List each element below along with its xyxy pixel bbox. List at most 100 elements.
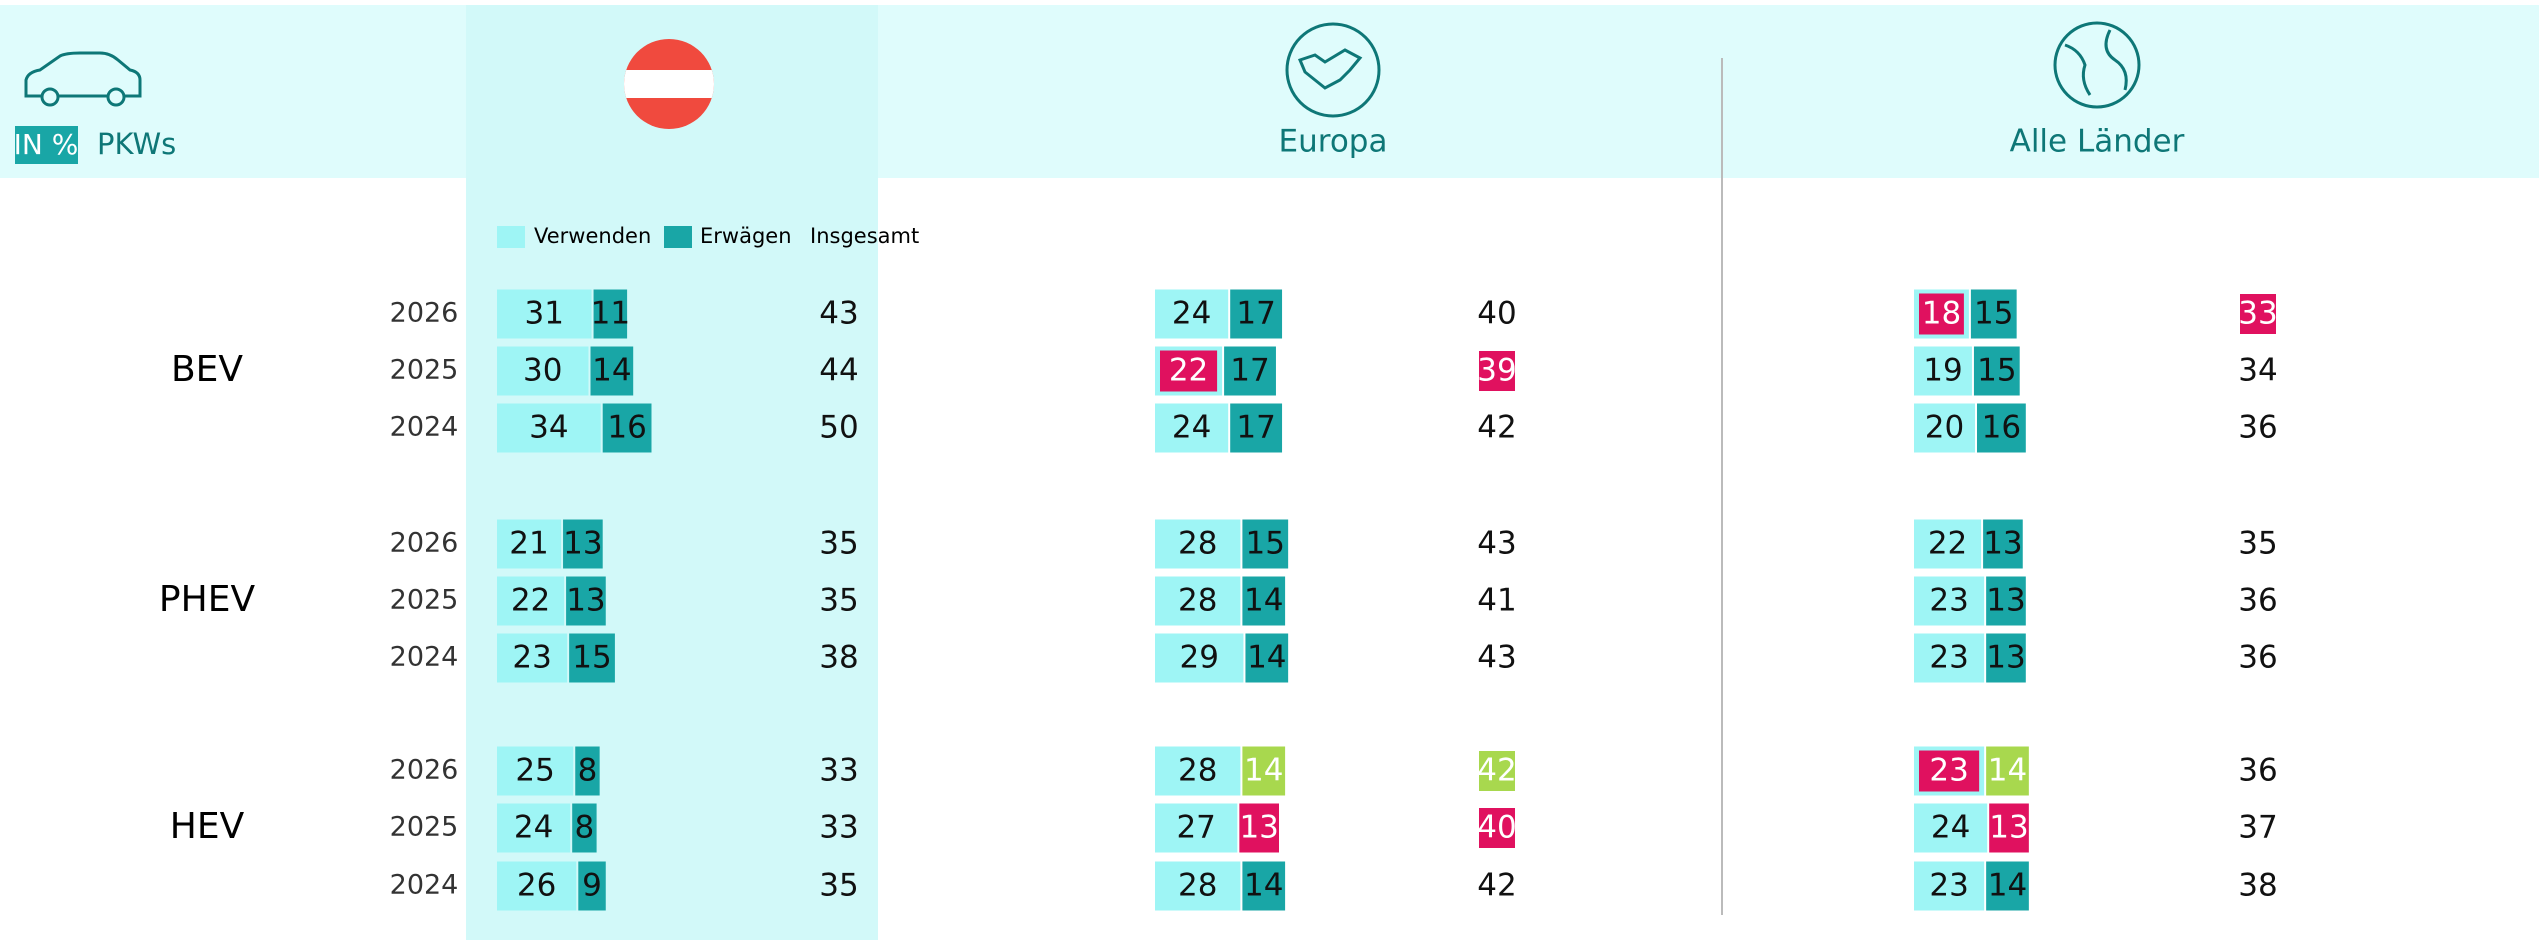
use-bar [497,289,592,339]
consider-value: 13 [1989,810,2028,846]
use-value: 23 [1929,753,1968,789]
consider-value: 15 [572,640,611,676]
use-bar [497,803,571,853]
consider-bar [1983,519,2023,569]
legend-label: Erwägen [700,224,792,248]
use-bar [1914,576,1985,626]
use-value: 28 [1178,583,1217,619]
consider-bar [1970,289,2017,339]
total-value: 36 [2238,640,2277,676]
total-value: 43 [1477,526,1516,562]
use-bar [1914,519,1982,569]
consider-value: 17 [1236,410,1275,446]
use-value: 28 [1178,753,1217,789]
total-highlight [1479,351,1515,391]
consider-bar [578,861,606,911]
year-label: 2025 [390,585,459,616]
consider-value: 15 [1246,526,1285,562]
consider-value: 8 [575,810,595,846]
total-value: 40 [1477,810,1516,846]
consider-bar [563,519,603,569]
consider-value: 11 [591,296,630,332]
use-bar [497,346,589,396]
use-value: 21 [509,526,548,562]
consider-value: 15 [1977,353,2016,389]
year-label: 2026 [390,755,459,786]
use-value: 24 [514,810,553,846]
consider-bar [590,346,634,396]
consider-bar [1986,861,2029,911]
total-value: 35 [819,868,858,904]
use-bar [497,576,565,626]
use-value: 23 [1929,868,1968,904]
austria-column [466,5,878,940]
consider-bar [1986,746,2029,796]
consider-value: 16 [607,410,646,446]
header-band [0,5,2539,178]
group-label: BEV [171,349,243,390]
use-value: 24 [1931,810,1970,846]
use-bar [497,403,601,453]
use-value: 23 [512,640,551,676]
total-value: 34 [2238,353,2277,389]
use-value: 29 [1179,640,1218,676]
unit-label: IN % [14,128,79,161]
consider-value: 14 [1244,868,1283,904]
total-value: 36 [2238,583,2277,619]
consider-bar [1977,403,2026,453]
legend-label: Verwenden [534,224,651,248]
total-value: 33 [2238,296,2277,332]
consider-bar [1242,576,1286,626]
globe-icon [2053,21,2141,109]
total-value: 39 [1477,353,1516,389]
consider-bar [575,746,600,796]
total-value: 33 [819,753,858,789]
use-value: 22 [1169,353,1208,389]
consider-value: 8 [578,753,598,789]
consider-bar [1989,803,2029,853]
use-value: 28 [1178,526,1217,562]
consider-value: 13 [566,583,605,619]
total-value: 36 [2238,753,2277,789]
total-value: 38 [2238,868,2277,904]
use-bar [497,519,562,569]
use-bar [1914,403,1975,453]
consider-value: 17 [1236,296,1275,332]
use-bar [1155,803,1238,853]
year-label: 2025 [390,812,459,843]
use-value: 34 [529,410,568,446]
total-highlight [2240,294,2276,334]
consider-bar [1242,519,1289,569]
consider-value: 14 [1988,753,2027,789]
use-value: 26 [517,868,556,904]
vehicle-label: PKWs [97,127,176,161]
use-bar [1155,289,1229,339]
consider-value: 14 [592,353,631,389]
consider-value: 17 [1230,353,1269,389]
use-value: 24 [1172,410,1211,446]
use-value: 30 [523,353,562,389]
use-bar [1914,633,1985,683]
use-value: 20 [1925,410,1964,446]
europe-icon [1285,22,1381,118]
consider-bar [1986,633,2026,683]
consider-bar [566,576,606,626]
consider-value: 9 [582,868,602,904]
total-value: 50 [819,410,858,446]
consider-bar [1242,746,1286,796]
use-value: 23 [1929,640,1968,676]
use-value: 23 [1929,583,1968,619]
consider-bar [572,803,597,853]
consider-bar [602,403,652,453]
legend-label: Insgesamt [810,224,919,248]
consider-bar [1242,861,1286,911]
consider-bar [1245,633,1289,683]
consider-value: 14 [1247,640,1286,676]
total-value: 41 [1477,583,1516,619]
consider-value: 13 [563,526,602,562]
use-bar [1155,519,1241,569]
group-label: PHEV [159,579,256,620]
consider-bar [1224,346,1276,396]
legend-swatch [664,226,692,248]
